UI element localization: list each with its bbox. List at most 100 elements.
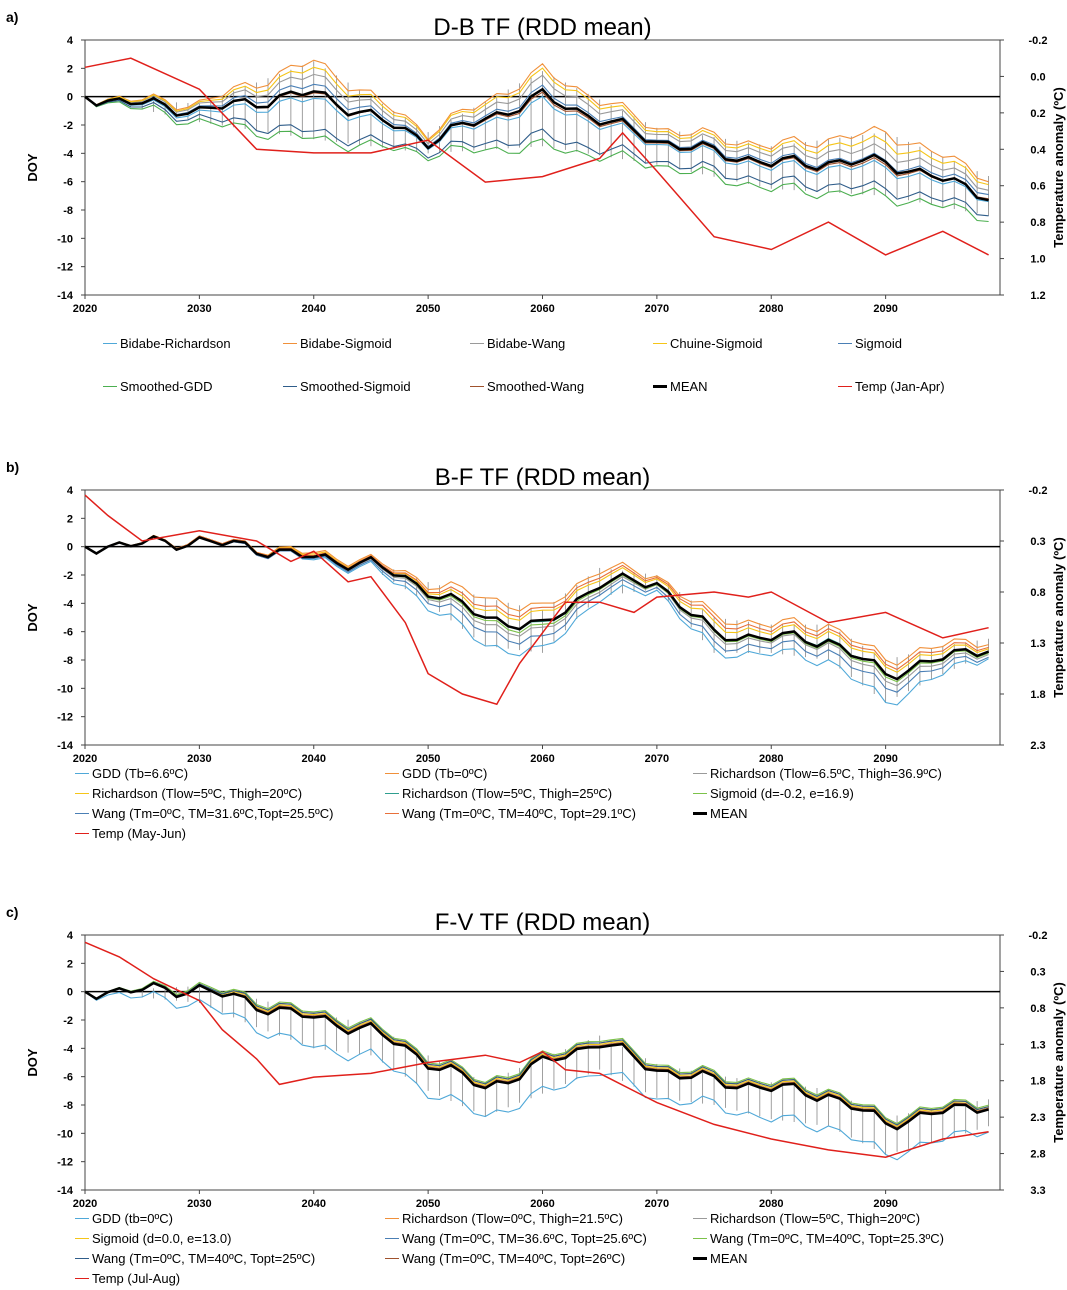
legend-swatch — [693, 772, 707, 774]
x-tick-label: 2040 — [302, 1198, 326, 1210]
y2-tick-label: 0.3 — [1030, 536, 1045, 548]
y2-tick-label: 2.3 — [1030, 740, 1045, 752]
x-tick-label: 2020 — [73, 303, 97, 315]
series-line-sigmoid — [84, 83, 989, 196]
legend-swatch — [653, 384, 667, 388]
y-tick-label: -10 — [57, 683, 73, 695]
series-line-wang-tm-0-c-tm-40-c-topt-25-3-c — [84, 980, 989, 1125]
legend-item: Richardson (Tlow=5ºC, Thigh=20ºC) — [75, 785, 302, 801]
legend-swatch — [470, 342, 484, 344]
legend-label: Bidabe-Wang — [487, 335, 566, 351]
y-tick-label: -2 — [63, 570, 73, 582]
y-tick-label: -10 — [57, 233, 73, 245]
x-tick-label: 2080 — [759, 753, 783, 765]
y-tick-label: 4 — [67, 485, 74, 497]
legend-item: MEAN — [693, 805, 748, 821]
y-tick-label: -12 — [57, 262, 73, 274]
y-tick-label: -8 — [63, 655, 73, 667]
legend-label: Wang (Tm=0ºC, TM=40ºC, Topt=25.3ºC) — [710, 1230, 945, 1246]
legend-item: Smoothed-Sigmoid — [283, 378, 411, 394]
legend-swatch — [103, 385, 117, 387]
series-line-sigmoid-d-0-2-e-16-9 — [84, 535, 989, 683]
legend-swatch — [283, 342, 297, 344]
y-tick-label: -8 — [63, 1100, 73, 1112]
legend-item: Temp (Jan-Apr) — [838, 378, 945, 394]
legend-swatch — [385, 1237, 399, 1239]
y-tick-label: 2 — [67, 958, 73, 970]
x-tick-label: 2090 — [873, 1198, 897, 1210]
legend-item: Bidabe-Wang — [470, 335, 565, 351]
x-tick-label: 2070 — [645, 753, 669, 765]
y2-tick-label: 1.8 — [1030, 689, 1045, 701]
legend-item: MEAN — [693, 1250, 748, 1266]
y2-tick-label: 0.6 — [1030, 181, 1045, 193]
legend-swatch — [838, 385, 852, 387]
legend-item: Sigmoid (d=0.0, e=13.0) — [75, 1230, 231, 1246]
legend-item: Richardson (Tlow=5ºC, Thigh=20ºC) — [693, 1210, 920, 1226]
legend-item: Wang (Tm=0ºC, TM=40ºC, Topt=26ºC) — [385, 1250, 625, 1266]
panel-label: c) — [6, 904, 18, 920]
y2-tick-label: 0.3 — [1030, 966, 1045, 978]
y-tick-label: -4 — [63, 1043, 74, 1055]
legend-item: Temp (May-Jun) — [75, 825, 186, 841]
legend-label: GDD (Tb=0ºC) — [402, 765, 488, 781]
x-tick-label: 2040 — [302, 753, 326, 765]
legend-item: Chuine-Sigmoid — [653, 335, 763, 351]
y-tick-label: -2 — [63, 1015, 73, 1027]
panel-label: b) — [6, 459, 19, 475]
series-line-wang-tm-0-c-tm-40-c-topt-29-1-c — [84, 534, 989, 671]
y2-tick-label: 1.8 — [1030, 1076, 1045, 1088]
y-tick-label: 2 — [67, 513, 73, 525]
y-tick-label: -4 — [63, 598, 74, 610]
legend-label: Bidabe-Sigmoid — [300, 335, 392, 351]
y2-tick-label: 3.3 — [1030, 1185, 1045, 1197]
y2-tick-label: 1.0 — [1030, 254, 1045, 266]
series-line-richardson-tlow-5-c-thigh-20-c — [84, 534, 989, 673]
legend-item: Wang (Tm=0ºC, TM=36.6ºC, Topt=25.6ºC) — [385, 1230, 647, 1246]
legend-item: Bidabe-Richardson — [103, 335, 231, 351]
legend-label: Bidabe-Richardson — [120, 335, 231, 351]
y-tick-label: 0 — [67, 987, 73, 999]
series-line-sigmoid-d-0-0-e-13-0 — [84, 981, 989, 1128]
x-tick-label: 2040 — [302, 303, 326, 315]
legend-swatch — [385, 812, 399, 814]
series-line-wang-tm-0-c-tm-31-6-c-topt-25-5-c — [84, 535, 989, 693]
legend-swatch — [693, 792, 707, 794]
y-tick-label: -12 — [57, 712, 73, 724]
legend-label: MEAN — [670, 378, 708, 394]
legend-item: Wang (Tm=0ºC, TM=40ºC, Topt=25ºC) — [75, 1250, 315, 1266]
legend-swatch — [75, 1237, 89, 1239]
y-tick-label: -4 — [63, 148, 74, 160]
legend-swatch — [693, 1217, 707, 1219]
legend-label: Richardson (Tlow=5ºC, Thigh=20ºC) — [92, 785, 303, 801]
panel-label: a) — [6, 9, 18, 25]
y-axis-label: DOY — [25, 603, 40, 632]
x-tick-label: 2070 — [645, 1198, 669, 1210]
y-tick-label: -6 — [63, 627, 73, 639]
y-tick-label: 4 — [67, 930, 74, 942]
legend-item: Smoothed-Wang — [470, 378, 584, 394]
x-tick-label: 2050 — [416, 303, 440, 315]
legend-label: Temp (Jan-Apr) — [855, 378, 945, 394]
y-tick-label: 4 — [67, 35, 74, 47]
panel-2: b) B-F TF (RDD mean) 4 2 0 -2 -4 -6 -8 -10 -12 -14 -… — [6, 459, 1066, 765]
y2-tick-label: 0.2 — [1030, 108, 1045, 120]
legend-swatch — [653, 342, 667, 344]
y2-axis-label: Temperature anomaly (ºC) — [1051, 87, 1066, 248]
legend-label: GDD (Tb=6.6ºC) — [92, 765, 189, 781]
legend-label: Chuine-Sigmoid — [670, 335, 763, 351]
legend-label: Smoothed-Sigmoid — [300, 378, 411, 394]
chart-title: F-V TF (RDD mean) — [435, 909, 651, 936]
y-tick-label: -6 — [63, 177, 73, 189]
legend-item: GDD (tb=0ºC) — [75, 1210, 173, 1226]
y-tick-label: -2 — [63, 120, 73, 132]
series-line-bidabe-richardson — [84, 95, 989, 203]
y2-tick-label: 1.2 — [1030, 290, 1045, 302]
legend-swatch — [103, 342, 117, 344]
legend-item: Sigmoid (d=-0.2, e=16.9) — [693, 785, 854, 801]
chart-title: B-F TF (RDD mean) — [435, 464, 651, 491]
legend-label: MEAN — [710, 805, 748, 821]
legend-item: Sigmoid — [838, 335, 902, 351]
legend-label: MEAN — [710, 1250, 748, 1266]
legend-swatch — [75, 832, 89, 834]
